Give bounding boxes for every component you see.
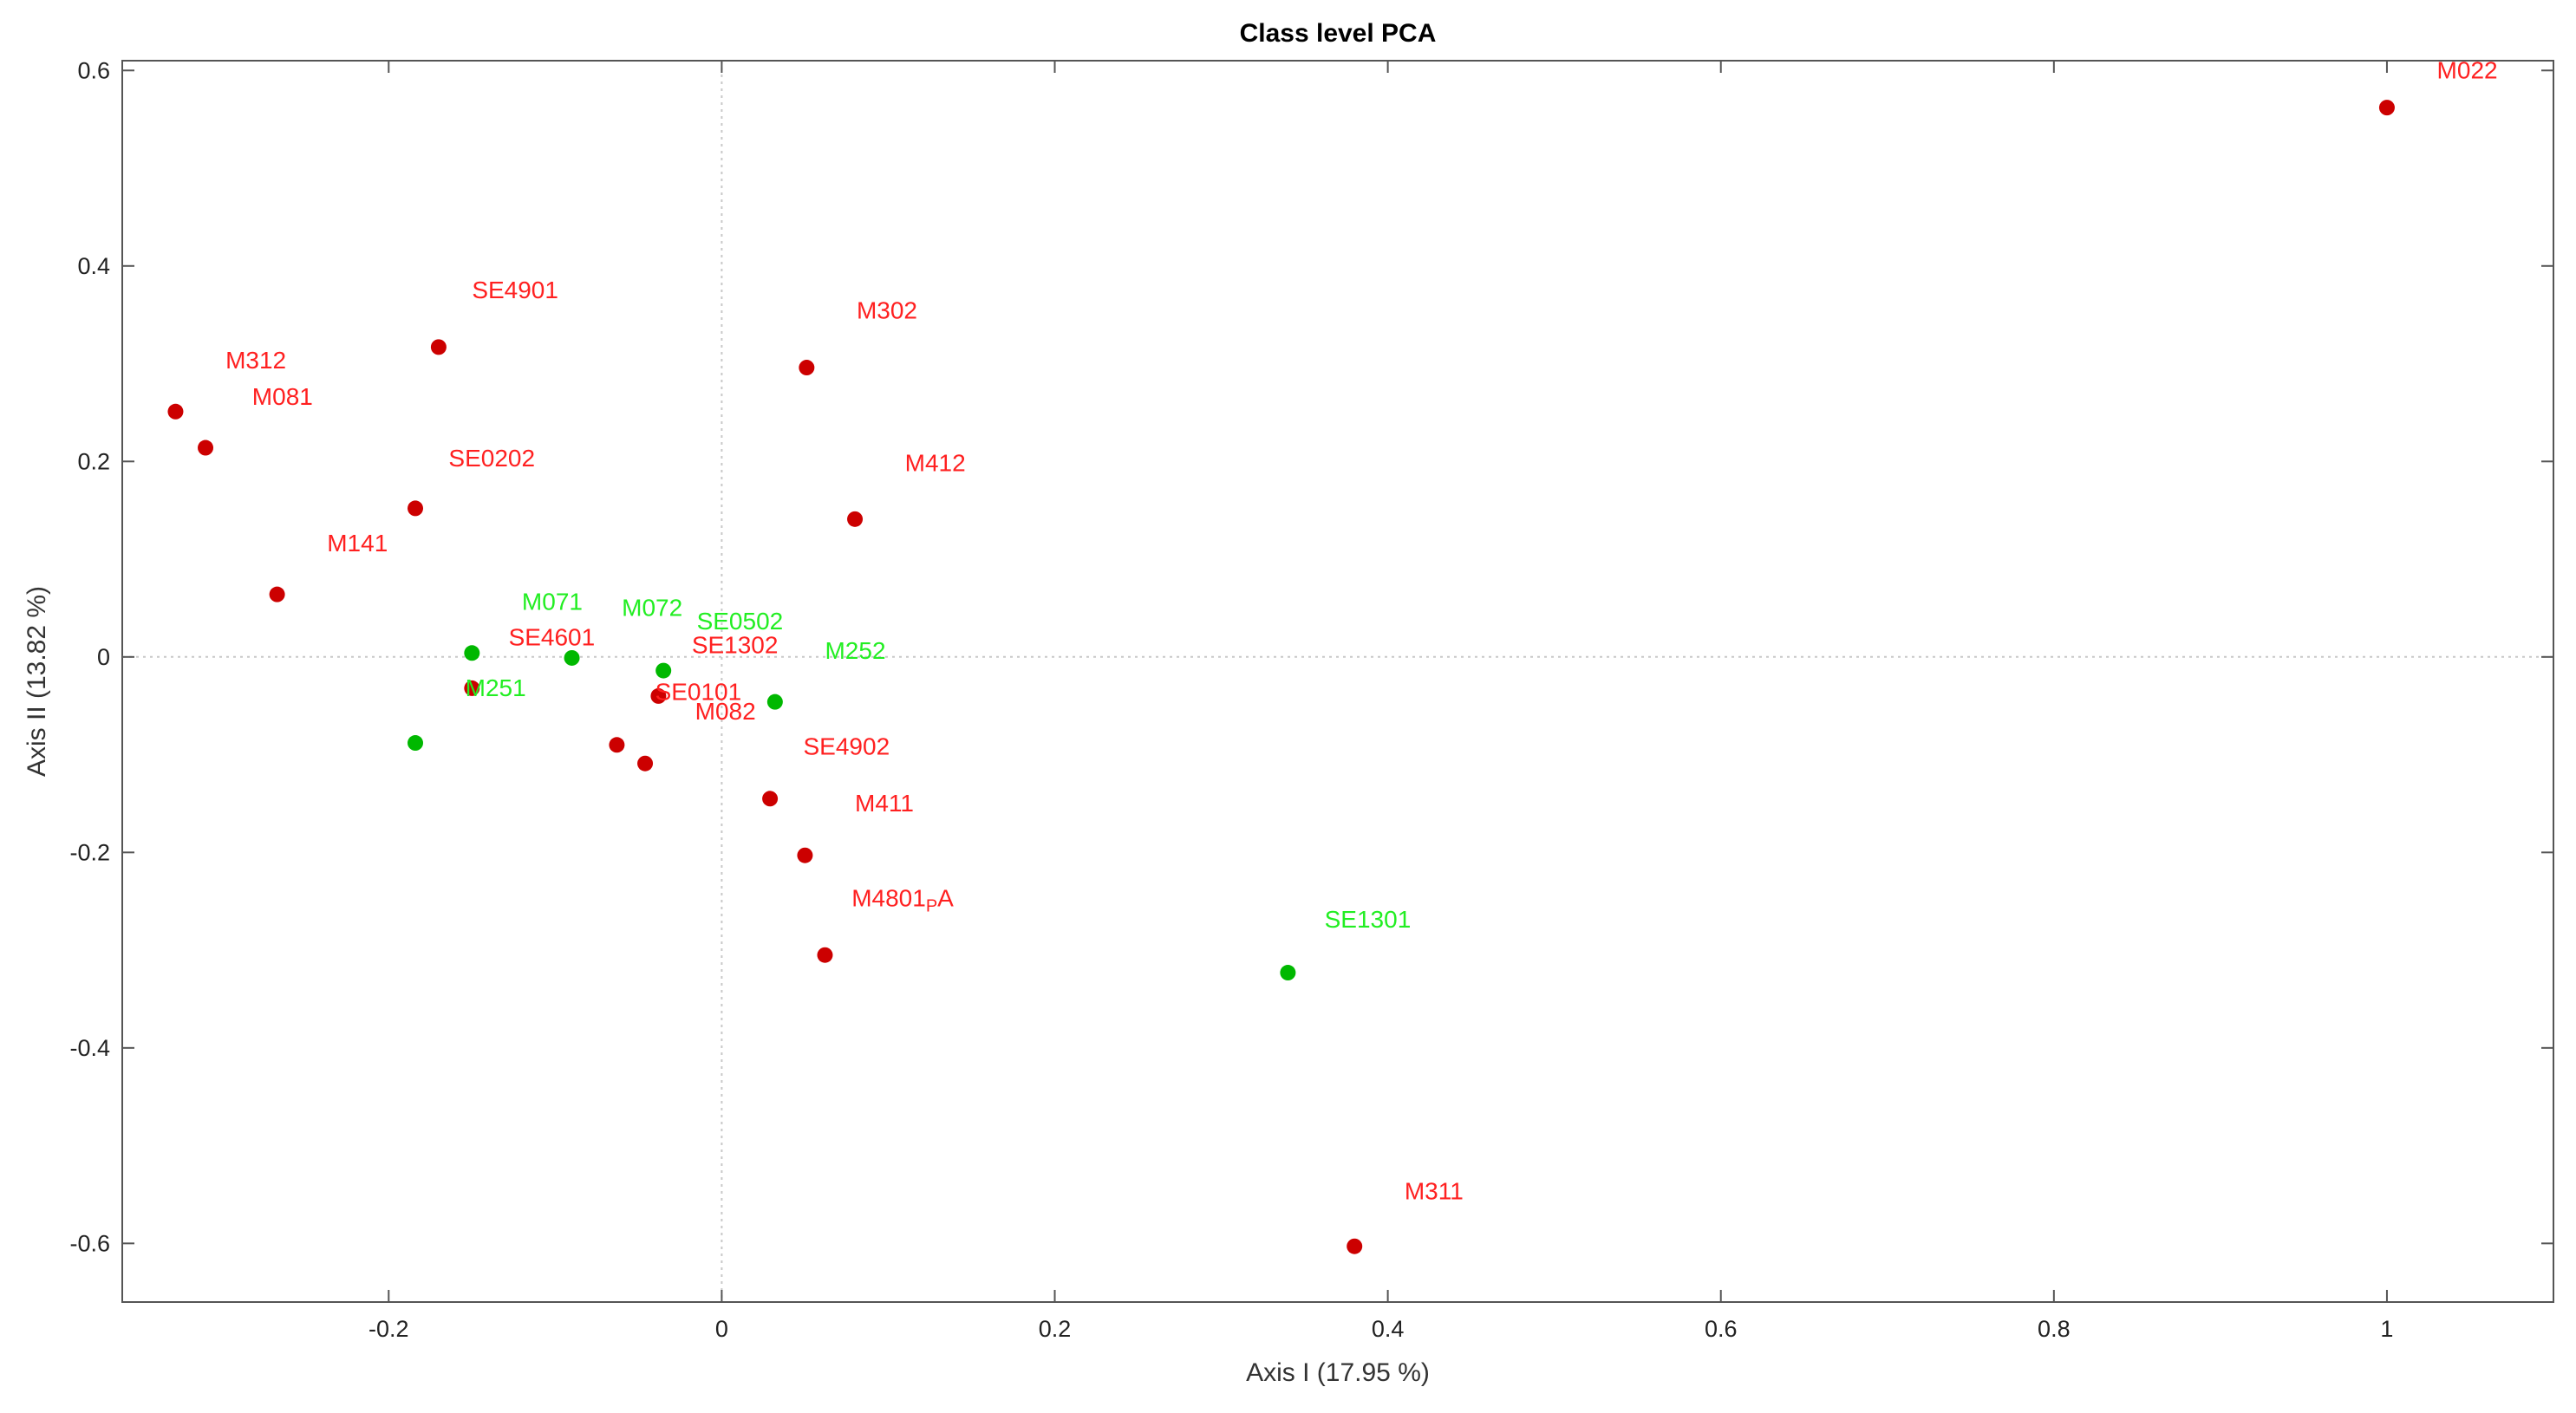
point-label-se0502: SE0502	[697, 608, 784, 635]
data-point-se0101	[609, 737, 625, 753]
point-label-m252: M252	[825, 637, 885, 664]
point-labels: M022 SE4901 M302 M312 M081 SE0202 M412 M141 M071…	[225, 56, 2498, 1204]
x-tick-label: 0	[715, 1316, 728, 1342]
point-label-m312: M312	[225, 347, 286, 374]
point-label-m311: M311	[1405, 1178, 1464, 1205]
point-label-m082: M082	[695, 698, 756, 725]
data-point-m141	[269, 586, 285, 602]
chart-title: Class level PCA	[1240, 19, 1437, 48]
data-point-m251	[408, 735, 424, 752]
data-point-m072	[564, 649, 580, 666]
data-point-m411	[797, 847, 813, 863]
x-tick-label: 0.6	[1705, 1316, 1738, 1342]
point-label-m081: M081	[252, 383, 313, 410]
y-tick-label: 0	[97, 644, 110, 670]
x-tick-label: 1	[2380, 1316, 2393, 1342]
point-label-se1301: SE1301	[1325, 906, 1412, 933]
point-label-m022: M022	[2437, 56, 2498, 83]
x-tick-label: 0.2	[1039, 1316, 1072, 1342]
axis-ticks: -0.2 0 0.2 0.4 0.6 0.8 1 -0.6 -0.4 -0.2 0 0.2 0.4 0.6	[69, 57, 2553, 1342]
data-point-m302	[799, 360, 815, 376]
point-label-m141: M141	[327, 530, 388, 557]
y-tick-label: -0.2	[69, 839, 110, 865]
data-point-se0502	[655, 662, 672, 679]
x-tick-label: -0.2	[368, 1316, 409, 1342]
zero-lines	[122, 61, 2553, 1302]
data-point-m412	[847, 511, 864, 527]
data-points	[167, 100, 2395, 1254]
point-label-m302: M302	[857, 297, 917, 324]
plot-area	[121, 60, 2554, 1303]
point-label-m251: M251	[466, 674, 526, 701]
data-point-m022	[2378, 100, 2395, 116]
point-label-se0202: SE0202	[448, 445, 535, 472]
point-label-se4902: SE4902	[804, 733, 890, 760]
y-tick-label: -0.4	[69, 1035, 110, 1061]
point-label-se0101: SE0101	[655, 678, 742, 705]
data-point-m082	[637, 755, 654, 772]
data-point-m252	[766, 693, 783, 710]
point-label-se1302: SE1302	[692, 631, 779, 658]
point-label-se4901: SE4901	[472, 277, 558, 303]
y-tick-label: 0.2	[77, 448, 110, 474]
data-point-se4601	[464, 680, 480, 696]
y-axis-label: Axis II (13.82 %)	[23, 586, 51, 777]
point-label-m411: M411	[855, 790, 914, 817]
x-tick-label: 0.4	[1372, 1316, 1405, 1342]
point-label-m412: M412	[905, 450, 966, 477]
point-label-m071: M071	[522, 589, 583, 615]
data-point-m081	[198, 440, 214, 456]
y-tick-label: 0.6	[77, 57, 110, 83]
point-label-m072: M072	[622, 594, 682, 621]
x-axis-label: Axis I (17.95 %)	[1246, 1358, 1430, 1387]
data-point-se4901	[430, 339, 447, 355]
data-point-m071	[464, 645, 480, 661]
data-point-m312	[167, 403, 184, 420]
data-point-se4902	[762, 791, 779, 807]
point-label-m4801: M4801PA	[851, 884, 954, 915]
x-tick-label: 0.8	[2038, 1316, 2071, 1342]
data-point-m311	[1347, 1238, 1363, 1254]
data-point-se1302	[650, 687, 667, 704]
data-point-se0202	[408, 500, 424, 517]
data-point-m4801	[817, 947, 833, 963]
data-point-se1301	[1280, 965, 1296, 981]
point-label-se4601: SE4601	[509, 623, 596, 650]
y-tick-label: 0.4	[77, 253, 110, 279]
y-tick-label: -0.6	[69, 1230, 110, 1256]
